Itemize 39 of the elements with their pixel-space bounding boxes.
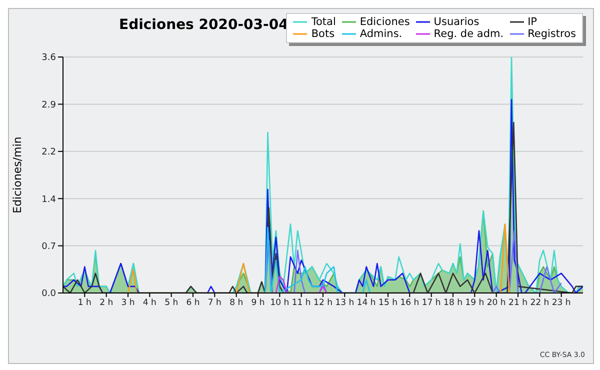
x-tick-label: 12 h <box>314 298 332 308</box>
x-tick-label: 8 h <box>230 298 244 308</box>
x-tick-label: 17 h <box>422 298 441 308</box>
y-tick-label: 2.9 <box>42 100 56 110</box>
x-tick-label: 10 h <box>270 298 290 308</box>
x-tick-label: 11 h <box>292 298 311 308</box>
x-tick-label: 16 h <box>400 298 420 308</box>
x-tick-label: 22 h <box>530 298 550 308</box>
x-tick-label: 5 h <box>164 298 178 308</box>
legend-label: Ediciones <box>360 16 410 28</box>
x-tick-label: 15 h <box>378 298 398 308</box>
x-tick-label: 3 h <box>121 298 135 308</box>
y-tick-label: 2.2 <box>42 148 56 158</box>
x-tick-label: 19 h <box>465 298 484 308</box>
legend-label: Registros <box>528 28 576 40</box>
legend-label: Admins. <box>360 28 402 40</box>
legend-label: Total <box>311 16 336 28</box>
legend-label: Bots <box>311 28 335 40</box>
y-axis-title: Ediciones/min <box>10 136 24 214</box>
y-tick-label: 0.0 <box>42 289 56 300</box>
x-tick-label: 4 h <box>142 298 156 308</box>
y-tick-label: 1.4 <box>42 194 56 205</box>
y-tick-label: 3.6 <box>42 53 56 64</box>
x-tick-label: 14 h <box>356 298 376 308</box>
legend-label: IP <box>528 16 537 28</box>
legend-label: Reg. de adm. <box>434 28 504 40</box>
legend-label: Usuarios <box>434 16 480 28</box>
x-tick-label: 18 h <box>444 298 462 308</box>
x-tick-label: 6 h <box>186 298 200 308</box>
x-tick-label: 9 h <box>251 298 265 308</box>
x-tick-label: 13 h <box>335 298 354 308</box>
y-tick-label: 0.7 <box>42 242 56 252</box>
x-tick-label: 21 h <box>508 298 528 308</box>
x-tick-label: 7 h <box>208 298 222 308</box>
x-tick-label: 23 h <box>552 298 571 308</box>
x-tick-label: 1 h <box>78 298 92 308</box>
x-tick-label: 20 h <box>486 298 506 308</box>
x-tick-label: 2 h <box>100 298 114 308</box>
chart-title: Ediciones 2020-03-04 <box>119 17 288 33</box>
